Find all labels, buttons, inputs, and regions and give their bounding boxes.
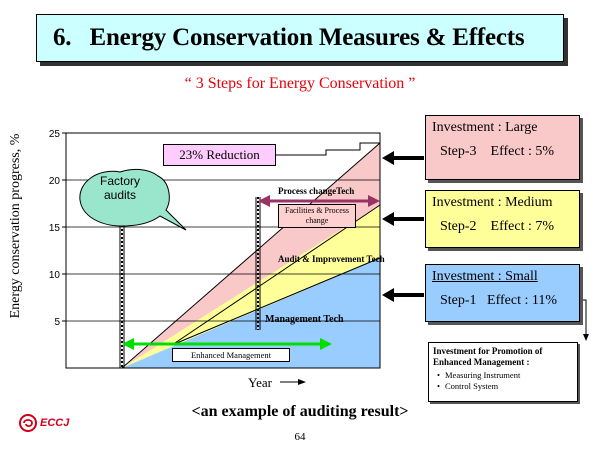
step2-box: Investment : Medium Step-2 Effect : 7% <box>425 190 580 248</box>
step3-investment: Investment : Large <box>432 120 538 135</box>
eccj-logo-icon <box>19 414 37 432</box>
step2-investment: Investment : Medium <box>432 195 553 210</box>
promotion-box: Investment for Promotion of Enhanced Man… <box>428 342 578 402</box>
process-change-label: Process changeTech <box>278 186 355 196</box>
promotion-connector <box>580 299 589 341</box>
arrow-to-step1 <box>382 288 424 302</box>
step1-box: Investment : Small Step-1 Effect : 11% <box>425 264 580 322</box>
x-axis-label: Year <box>248 375 272 390</box>
reduction-leader-line <box>276 142 380 156</box>
factory-audits-text: Factory audits <box>99 174 140 202</box>
factory-audits-bubble <box>79 168 187 231</box>
step2-effect: Step-2 Effect : 7% <box>440 219 555 234</box>
y-tick-20: 20 <box>49 176 61 187</box>
page-title: 6. Energy Conservation Measures & Effect… <box>53 24 525 51</box>
plot-frame <box>65 132 381 369</box>
audit-improvement-label: Audit & Improvement Tech <box>278 254 385 264</box>
enhanced-management-label: Enhanced Management <box>172 348 290 362</box>
promotion-title: Investment for Promotion of Enhanced Man… <box>433 346 543 367</box>
facilities-label: Facilities & Process change <box>278 204 356 228</box>
arrow-to-step3 <box>382 151 424 165</box>
audit-post-1 <box>119 225 125 368</box>
y-tick-25: 25 <box>49 129 61 140</box>
step3-box: Investment : Large Step-3 Effect : 5% <box>425 115 580 180</box>
step1-effect: Step-1 Effect : 11% <box>440 293 558 308</box>
enhanced-management-arrow <box>122 338 332 350</box>
promotion-item: Measuring Instrument <box>433 370 573 381</box>
step1-investment: Investment : Small <box>432 269 538 284</box>
promotion-item: Control System <box>433 381 573 392</box>
reduction-label: 23% Reduction <box>163 144 276 166</box>
y-tick-15: 15 <box>49 223 61 234</box>
step3-effect: Step-3 Effect : 5% <box>440 144 555 159</box>
arrow-right-icon <box>280 379 306 385</box>
audit-post-2 <box>255 197 261 330</box>
title-box: 6. Energy Conservation Measures & Effect… <box>36 14 564 62</box>
page-number: 64 <box>294 431 306 443</box>
subtitle: “ 3 Steps for Energy Conservation ” <box>184 75 416 92</box>
y-tick-5: 5 <box>54 317 60 328</box>
process-change-arrow <box>258 195 380 207</box>
eccj-logo-text: ECCJ <box>40 417 70 429</box>
arrow-to-step2 <box>382 212 424 226</box>
promotion-list: Measuring Instrument Control System <box>433 370 573 392</box>
y-tick-10: 10 <box>49 270 61 281</box>
management-tech-label: Management Tech <box>265 314 344 325</box>
caption: <an example of auditing result> <box>191 403 409 420</box>
